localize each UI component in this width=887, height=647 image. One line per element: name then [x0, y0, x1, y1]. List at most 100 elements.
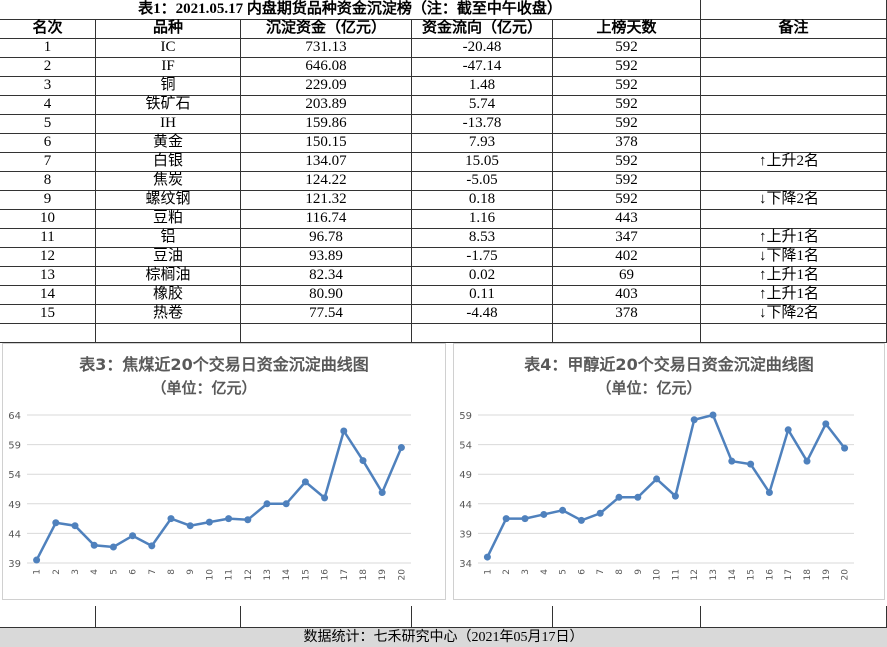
x-tick-label: 17	[340, 569, 350, 580]
table-cell: 12	[0, 247, 96, 267]
table-cell: 9	[0, 190, 96, 210]
table-cell: 592	[553, 38, 701, 58]
table-cell: ↑上升1名	[701, 285, 887, 305]
table-cell: IC	[96, 38, 241, 58]
cell	[553, 606, 701, 628]
x-tick-label: 15	[747, 569, 757, 580]
table-cell: 159.86	[241, 114, 412, 134]
line	[486, 413, 846, 558]
table-cell	[701, 114, 887, 134]
x-tick-label: 1	[483, 569, 493, 575]
table-cell: 3	[0, 76, 96, 96]
table-cell: 124.22	[241, 171, 412, 191]
table-cell: 铁矿石	[96, 95, 241, 115]
table-cell	[701, 38, 887, 58]
table-cell: 121.32	[241, 190, 412, 210]
x-tick-label: 12	[690, 569, 700, 580]
y-tick-label: 54	[459, 441, 472, 452]
cell	[701, 0, 887, 20]
x-tick-label: 1	[33, 569, 43, 575]
chart-subtitle: （单位：亿元）	[596, 379, 701, 397]
cell	[96, 323, 241, 343]
y-tick-label: 44	[459, 500, 472, 511]
table-cell: 592	[553, 95, 701, 115]
x-tick-label: 20	[841, 569, 851, 581]
table-cell: 棕榈油	[96, 266, 241, 286]
point	[33, 556, 41, 564]
y-tick-label: 54	[8, 470, 21, 481]
x-tick-label: 19	[378, 569, 388, 581]
x-tick-label: 2	[52, 569, 62, 575]
y-tick-label: 59	[8, 441, 21, 452]
table-cell: 0.11	[412, 285, 553, 305]
point	[615, 493, 623, 501]
y-tick-label: 64	[8, 411, 21, 422]
x-tick-label: 6	[129, 569, 139, 575]
table-cell: 15	[0, 304, 96, 324]
x-tick-label: 14	[282, 569, 292, 581]
point	[263, 500, 271, 508]
table-cell: ↓下降2名	[701, 304, 887, 324]
table-cell: 2	[0, 57, 96, 77]
x-tick-label: 9	[186, 569, 196, 575]
x-tick-label: 10	[205, 569, 215, 581]
table-cell: -1.75	[412, 247, 553, 267]
x-tick-label: 16	[765, 569, 775, 581]
table-cell: 134.07	[241, 152, 412, 172]
x-tick-label: 10	[653, 569, 663, 581]
table-cell: IF	[96, 57, 241, 77]
x-tick-label: 9	[634, 569, 644, 575]
header-cell: 品种	[96, 19, 241, 39]
table-cell: 592	[553, 171, 701, 191]
table-cell: 5.74	[412, 95, 553, 115]
y-tick-label: 44	[8, 529, 21, 540]
table-cell: 443	[553, 209, 701, 229]
table-cell	[701, 95, 887, 115]
cell	[412, 606, 553, 628]
y-tick-label: 49	[459, 470, 472, 481]
table-cell: 螺纹钢	[96, 190, 241, 210]
x-tick-label: 7	[596, 569, 606, 575]
x-tick-label: 4	[90, 569, 100, 575]
table-cell	[701, 133, 887, 153]
table-cell: 592	[553, 152, 701, 172]
cell	[0, 606, 96, 628]
cell	[412, 323, 553, 343]
point	[596, 509, 604, 517]
y-tick-label: 34	[459, 559, 472, 570]
table-cell: 焦炭	[96, 171, 241, 191]
table-cell: 69	[553, 266, 701, 286]
table-cell: 592	[553, 76, 701, 96]
table-cell: 15.05	[412, 152, 553, 172]
point	[822, 420, 830, 428]
x-tick-label: 20	[397, 569, 407, 581]
table-cell: 5	[0, 114, 96, 134]
table-cell: 铝	[96, 228, 241, 248]
x-tick-label: 15	[301, 569, 311, 580]
x-tick-label: 5	[559, 569, 569, 575]
point	[129, 532, 137, 540]
table-cell: 白银	[96, 152, 241, 172]
table-cell: 646.08	[241, 57, 412, 77]
cell	[241, 323, 412, 343]
x-tick-label: 18	[359, 569, 369, 581]
table-cell: 7.93	[412, 133, 553, 153]
point	[282, 500, 290, 508]
table-cell: ↑上升1名	[701, 228, 887, 248]
table-cell: 150.15	[241, 133, 412, 153]
table-cell: 橡胶	[96, 285, 241, 305]
x-tick-label: 6	[577, 569, 587, 575]
table-cell: 731.13	[241, 38, 412, 58]
point	[340, 427, 348, 435]
x-tick-label: 3	[71, 569, 81, 575]
y-tick-label: 39	[459, 529, 472, 540]
cell	[0, 323, 96, 343]
x-tick-label: 17	[784, 569, 794, 580]
table-cell: -4.48	[412, 304, 553, 324]
cell	[96, 606, 241, 628]
table-cell: 1.48	[412, 76, 553, 96]
table-cell: 77.54	[241, 304, 412, 324]
table-cell: 14	[0, 285, 96, 305]
point	[90, 541, 98, 549]
